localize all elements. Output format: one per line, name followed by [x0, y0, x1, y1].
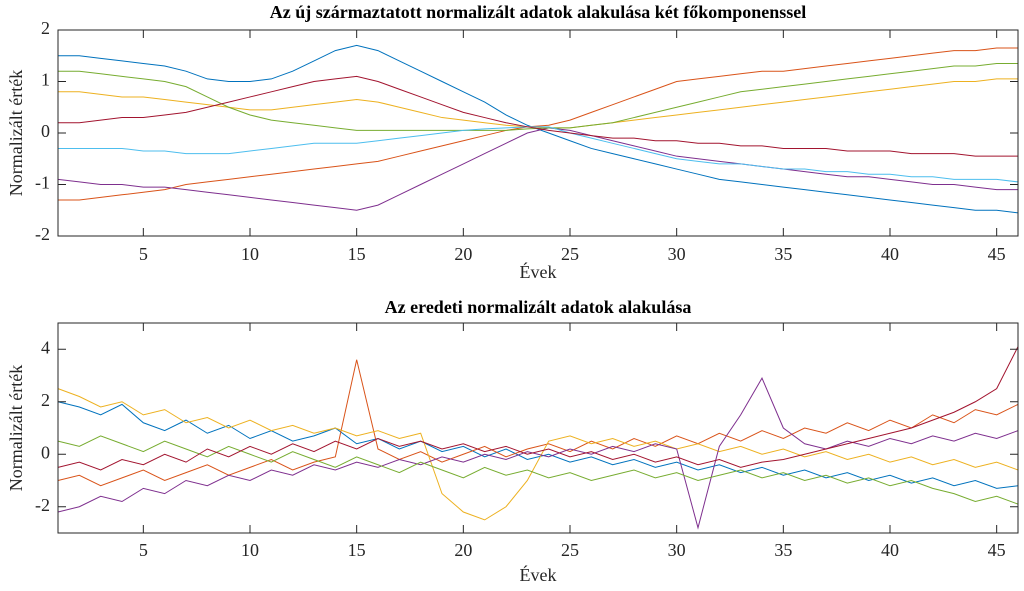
x-tick-label: 35: [774, 540, 792, 560]
y-axis-label: Normalizált érték: [6, 70, 26, 196]
y-tick-label: -1: [35, 173, 50, 193]
data-line: [57, 359, 1019, 487]
y-tick-label: -2: [35, 495, 50, 515]
x-tick-label: 25: [561, 540, 579, 560]
x-tick-label: 15: [348, 540, 366, 560]
data-line: [57, 127, 1018, 211]
x-tick-label: 5: [139, 540, 148, 560]
x-tick-label: 20: [454, 540, 472, 560]
chart-title: Az eredeti normalizált adatok alakulása: [385, 297, 692, 317]
plot-area: [58, 30, 1018, 236]
x-axis-label: Évek: [520, 261, 557, 282]
data-line: [58, 47, 1018, 201]
chart-title: Az új származtatott normalizált adatok a…: [270, 2, 806, 22]
x-tick-label: 35: [774, 244, 792, 264]
x-tick-label: 25: [561, 244, 579, 264]
data-line: [58, 78, 1018, 129]
x-tick-label: 20: [454, 244, 472, 264]
y-axis-label: Normalizált érték: [6, 365, 26, 491]
y-tick-label: 0: [41, 121, 50, 141]
data-line: [57, 401, 1019, 489]
x-tick-label: 10: [241, 540, 259, 560]
x-tick-label: 45: [988, 540, 1006, 560]
data-line: [57, 388, 1019, 521]
x-tick-label: 30: [668, 540, 686, 560]
axes-box: [57, 322, 1019, 534]
data-line: [57, 377, 1019, 530]
data-line: [58, 44, 1019, 214]
y-tick-label: 1: [41, 70, 50, 90]
plot-area: [58, 323, 1018, 533]
data-line: [57, 346, 1019, 471]
x-tick-label: 10: [241, 244, 259, 264]
y-tick-label: 2: [41, 390, 50, 410]
data-line: [58, 126, 1019, 183]
x-axis-label: Évek: [520, 564, 557, 585]
data-line: [58, 75, 1018, 157]
x-tick-label: 5: [139, 244, 148, 264]
x-tick-label: 40: [881, 244, 899, 264]
x-tick-label: 15: [348, 244, 366, 264]
y-tick-label: 0: [41, 442, 50, 462]
x-tick-label: 30: [668, 244, 686, 264]
y-tick-label: -2: [35, 224, 50, 244]
y-tick-label: 4: [41, 337, 50, 357]
x-tick-label: 45: [988, 244, 1006, 264]
x-tick-label: 40: [881, 540, 899, 560]
y-tick-label: 2: [41, 18, 50, 38]
data-line: [57, 435, 1019, 505]
